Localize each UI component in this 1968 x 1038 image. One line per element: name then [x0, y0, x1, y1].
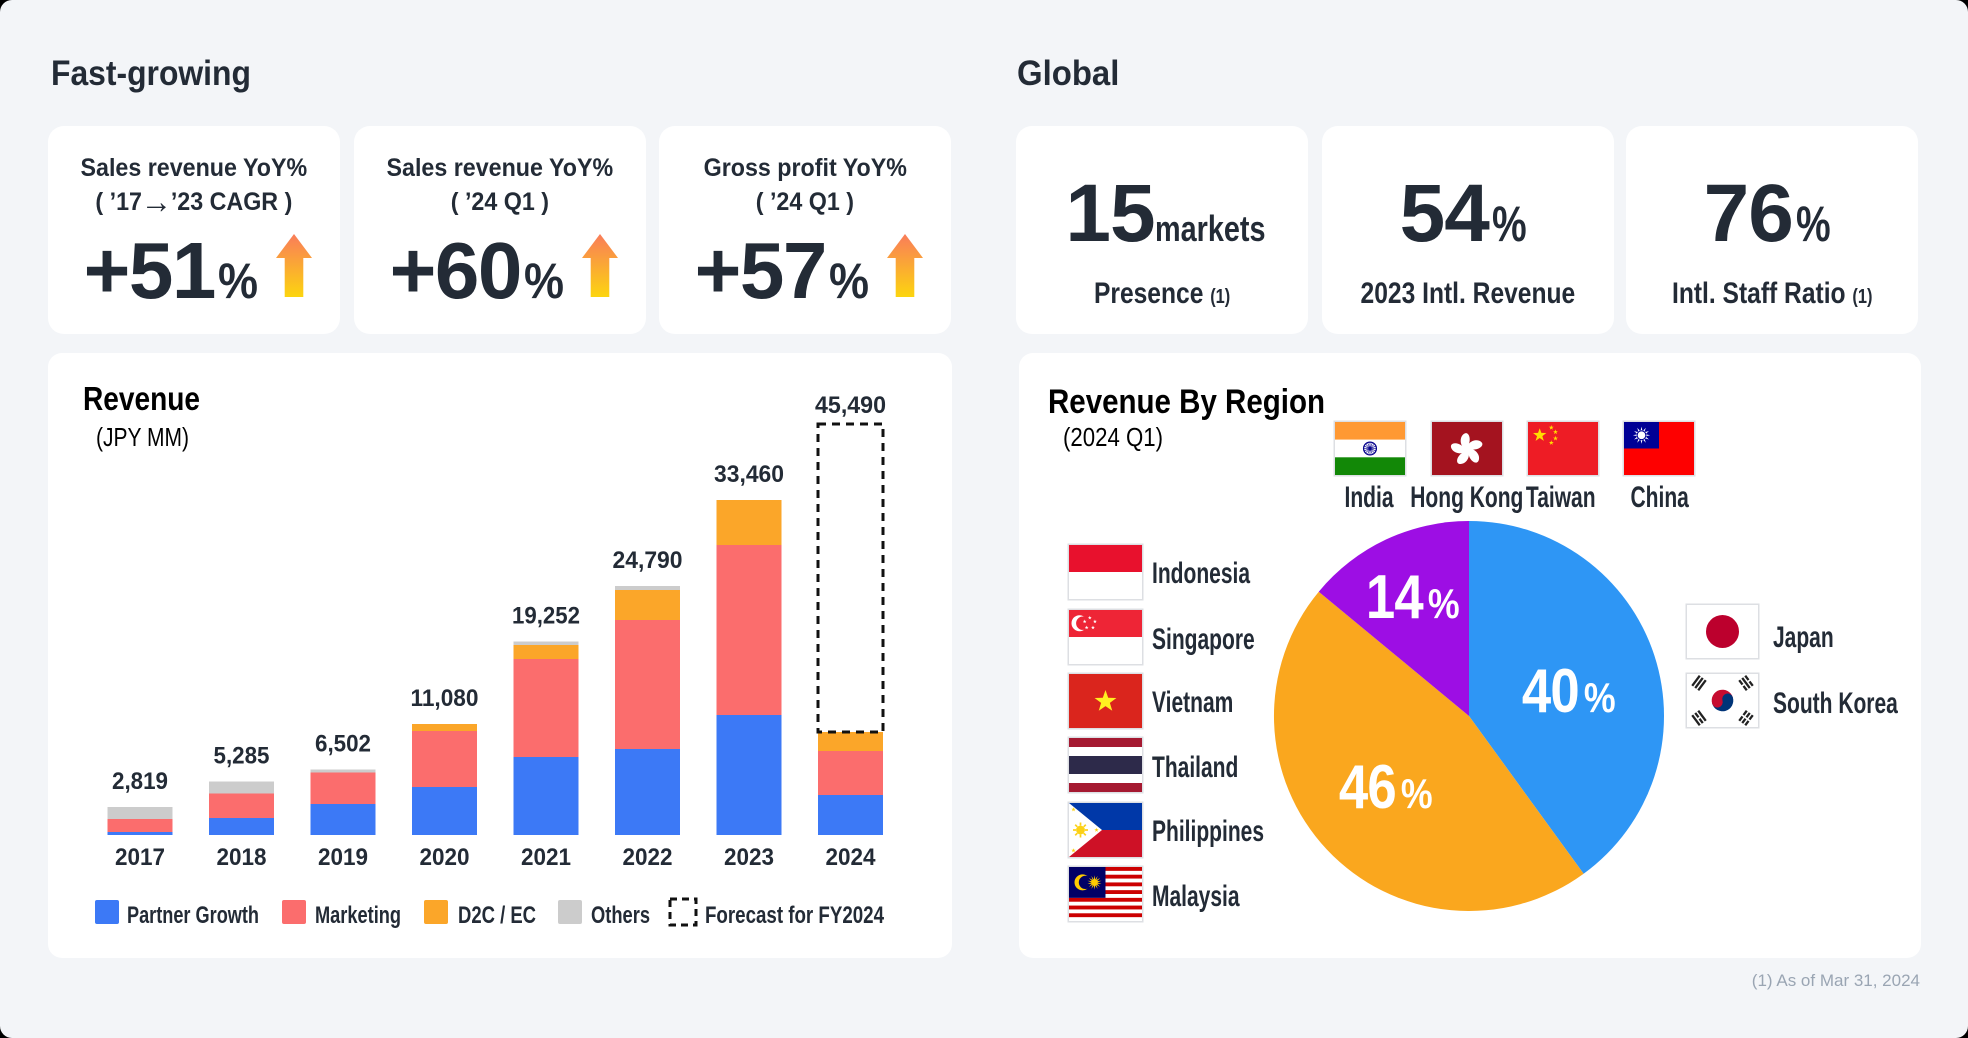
svg-text:19,252: 19,252	[512, 603, 580, 630]
svg-text:24,790: 24,790	[613, 547, 683, 574]
svg-text:2023: 2023	[724, 844, 774, 871]
svg-text:Others: Others	[591, 902, 650, 929]
svg-text:Revenue By Region: Revenue By Region	[1048, 383, 1325, 421]
svg-text:2022: 2022	[623, 844, 673, 871]
svg-text:2021: 2021	[521, 844, 571, 871]
svg-text:2024: 2024	[826, 844, 877, 871]
svg-text:Partner Growth: Partner Growth	[127, 902, 259, 929]
svg-text:45,490: 45,490	[815, 392, 886, 419]
svg-text:2019: 2019	[318, 844, 368, 871]
svg-text:6,502: 6,502	[315, 731, 371, 758]
svg-text:33,460: 33,460	[714, 461, 784, 488]
svg-text:2,819: 2,819	[112, 768, 168, 795]
svg-text:Revenue: Revenue	[83, 380, 200, 417]
svg-text:2018: 2018	[217, 844, 267, 871]
svg-text:(JPY MM): (JPY MM)	[96, 422, 189, 452]
svg-text:D2C / EC: D2C / EC	[458, 902, 536, 929]
svg-text:11,080: 11,080	[411, 685, 479, 712]
svg-text:(2024 Q1): (2024 Q1)	[1063, 422, 1163, 452]
svg-text:Forecast for FY2024: Forecast for FY2024	[705, 902, 885, 929]
svg-text:2017: 2017	[115, 844, 165, 871]
svg-text:Marketing: Marketing	[315, 902, 401, 929]
svg-text:5,285: 5,285	[214, 743, 270, 770]
svg-text:2020: 2020	[420, 844, 470, 871]
